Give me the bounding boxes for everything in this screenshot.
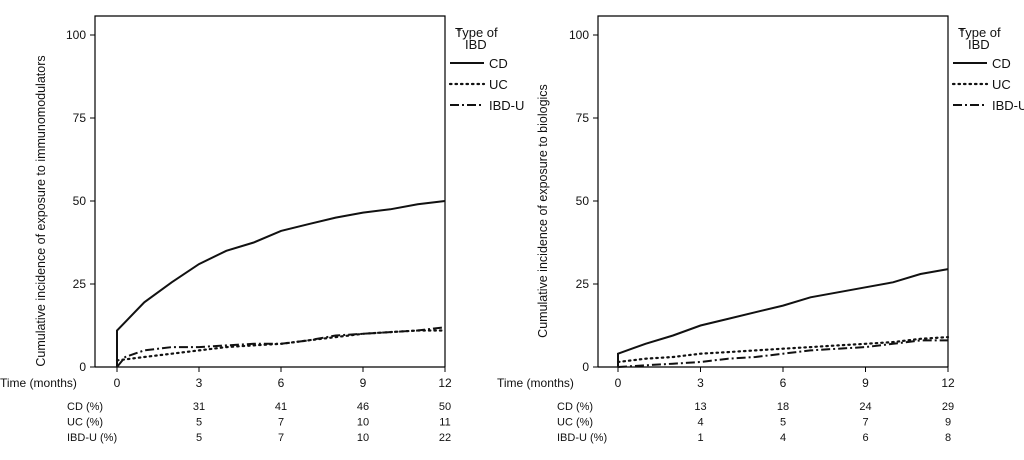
legend-label-ibd-u: IBD-U (992, 98, 1024, 113)
risk-table-value: 5 (196, 417, 202, 429)
x-tick-label: 6 (780, 376, 787, 390)
risk-table-value: 24 (859, 401, 871, 413)
risk-table-value: 31 (193, 401, 205, 413)
x-tick-label: 12 (438, 376, 452, 390)
x-axis-label: Time (months) (497, 376, 574, 390)
risk-table-value: 10 (357, 432, 369, 444)
legend-title: Type of (958, 25, 1001, 40)
x-axis-label: Time (months) (0, 376, 77, 390)
risk-table-row-label: IBD-U (%) (557, 432, 607, 444)
series-line-cd (116, 200, 446, 367)
risk-table: CD (%) 31 41 46 50 UC (%) 5 7 10 11 IBD-U (%) 5 7 10 2… (67, 401, 451, 444)
risk-table-row-label: CD (%) (557, 401, 593, 413)
y-tick-label: 0 (79, 360, 86, 374)
x-tick-label: 0 (615, 376, 622, 390)
x-tick-label: 3 (196, 376, 203, 390)
y-tick-label: 50 (576, 194, 590, 208)
risk-table-value: 9 (945, 417, 951, 429)
y-tick-label: 75 (73, 111, 87, 125)
risk-table: CD (%) 13 18 24 29 UC (%) 4 5 7 9 IBD-U (%) 1 4 6 8 (557, 401, 954, 444)
legend-title: Type of (455, 25, 498, 40)
risk-table-value: 7 (278, 417, 284, 429)
risk-table-value: 46 (357, 401, 369, 413)
risk-table-row-label: UC (%) (67, 417, 103, 429)
series-line-uc (115, 329, 447, 362)
y-tick-label: 75 (576, 111, 590, 125)
x-tick-label: 9 (862, 376, 869, 390)
risk-table-value: 5 (780, 417, 786, 429)
plot-frame (94, 15, 446, 367)
x-tick-label: 6 (278, 376, 285, 390)
legend-label-uc: UC (992, 77, 1011, 92)
series-line-cd (617, 268, 949, 367)
risk-table-value: 13 (694, 401, 706, 413)
risk-table-value: 41 (275, 401, 287, 413)
legend-label-uc: UC (489, 77, 508, 92)
series-line-ibd-u (116, 326, 446, 368)
risk-table-value: 22 (439, 432, 451, 444)
legend-title-line2: IBD (465, 37, 487, 52)
series-line-uc (616, 336, 950, 364)
x-tick-label: 3 (697, 376, 704, 390)
y-tick-label: 100 (66, 28, 86, 42)
x-tick-label: 0 (114, 376, 121, 390)
y-tick-label: 100 (569, 28, 589, 42)
risk-table-value: 18 (777, 401, 789, 413)
y-axis-label: Cumulative incidence of exposure to biol… (536, 84, 550, 338)
y-tick-label: 25 (73, 277, 87, 291)
x-tick-label: 9 (360, 376, 367, 390)
risk-table-value: 7 (862, 417, 868, 429)
risk-table-value: 5 (196, 432, 202, 444)
legend-label-cd: CD (992, 56, 1011, 71)
legend-label-ibd-u: IBD-U (489, 98, 524, 113)
legend-label-cd: CD (489, 56, 508, 71)
risk-table-value: 10 (357, 417, 369, 429)
risk-table-value: 4 (780, 432, 786, 444)
series-line-ibd-u (617, 339, 948, 368)
y-tick-label: 25 (576, 277, 590, 291)
x-tick-label: 12 (941, 376, 955, 390)
y-axis-label: Cumulative incidence of exposure to immu… (34, 55, 48, 366)
risk-table-value: 1 (697, 432, 703, 444)
risk-table-row-label: IBD-U (%) (67, 432, 117, 444)
risk-table-value: 8 (945, 432, 951, 444)
risk-table-value: 7 (278, 432, 284, 444)
risk-table-row-label: CD (%) (67, 401, 103, 413)
risk-table-value: 6 (862, 432, 868, 444)
risk-table-value: 11 (439, 417, 450, 429)
y-tick-label: 50 (73, 194, 87, 208)
risk-table-value: 50 (439, 401, 451, 413)
risk-table-row-label: UC (%) (557, 417, 593, 429)
legend-title-line2: IBD (968, 37, 990, 52)
plot-frame (597, 15, 949, 367)
risk-table-value: 29 (942, 401, 954, 413)
risk-table-value: 4 (697, 417, 703, 429)
y-tick-label: 0 (582, 360, 589, 374)
